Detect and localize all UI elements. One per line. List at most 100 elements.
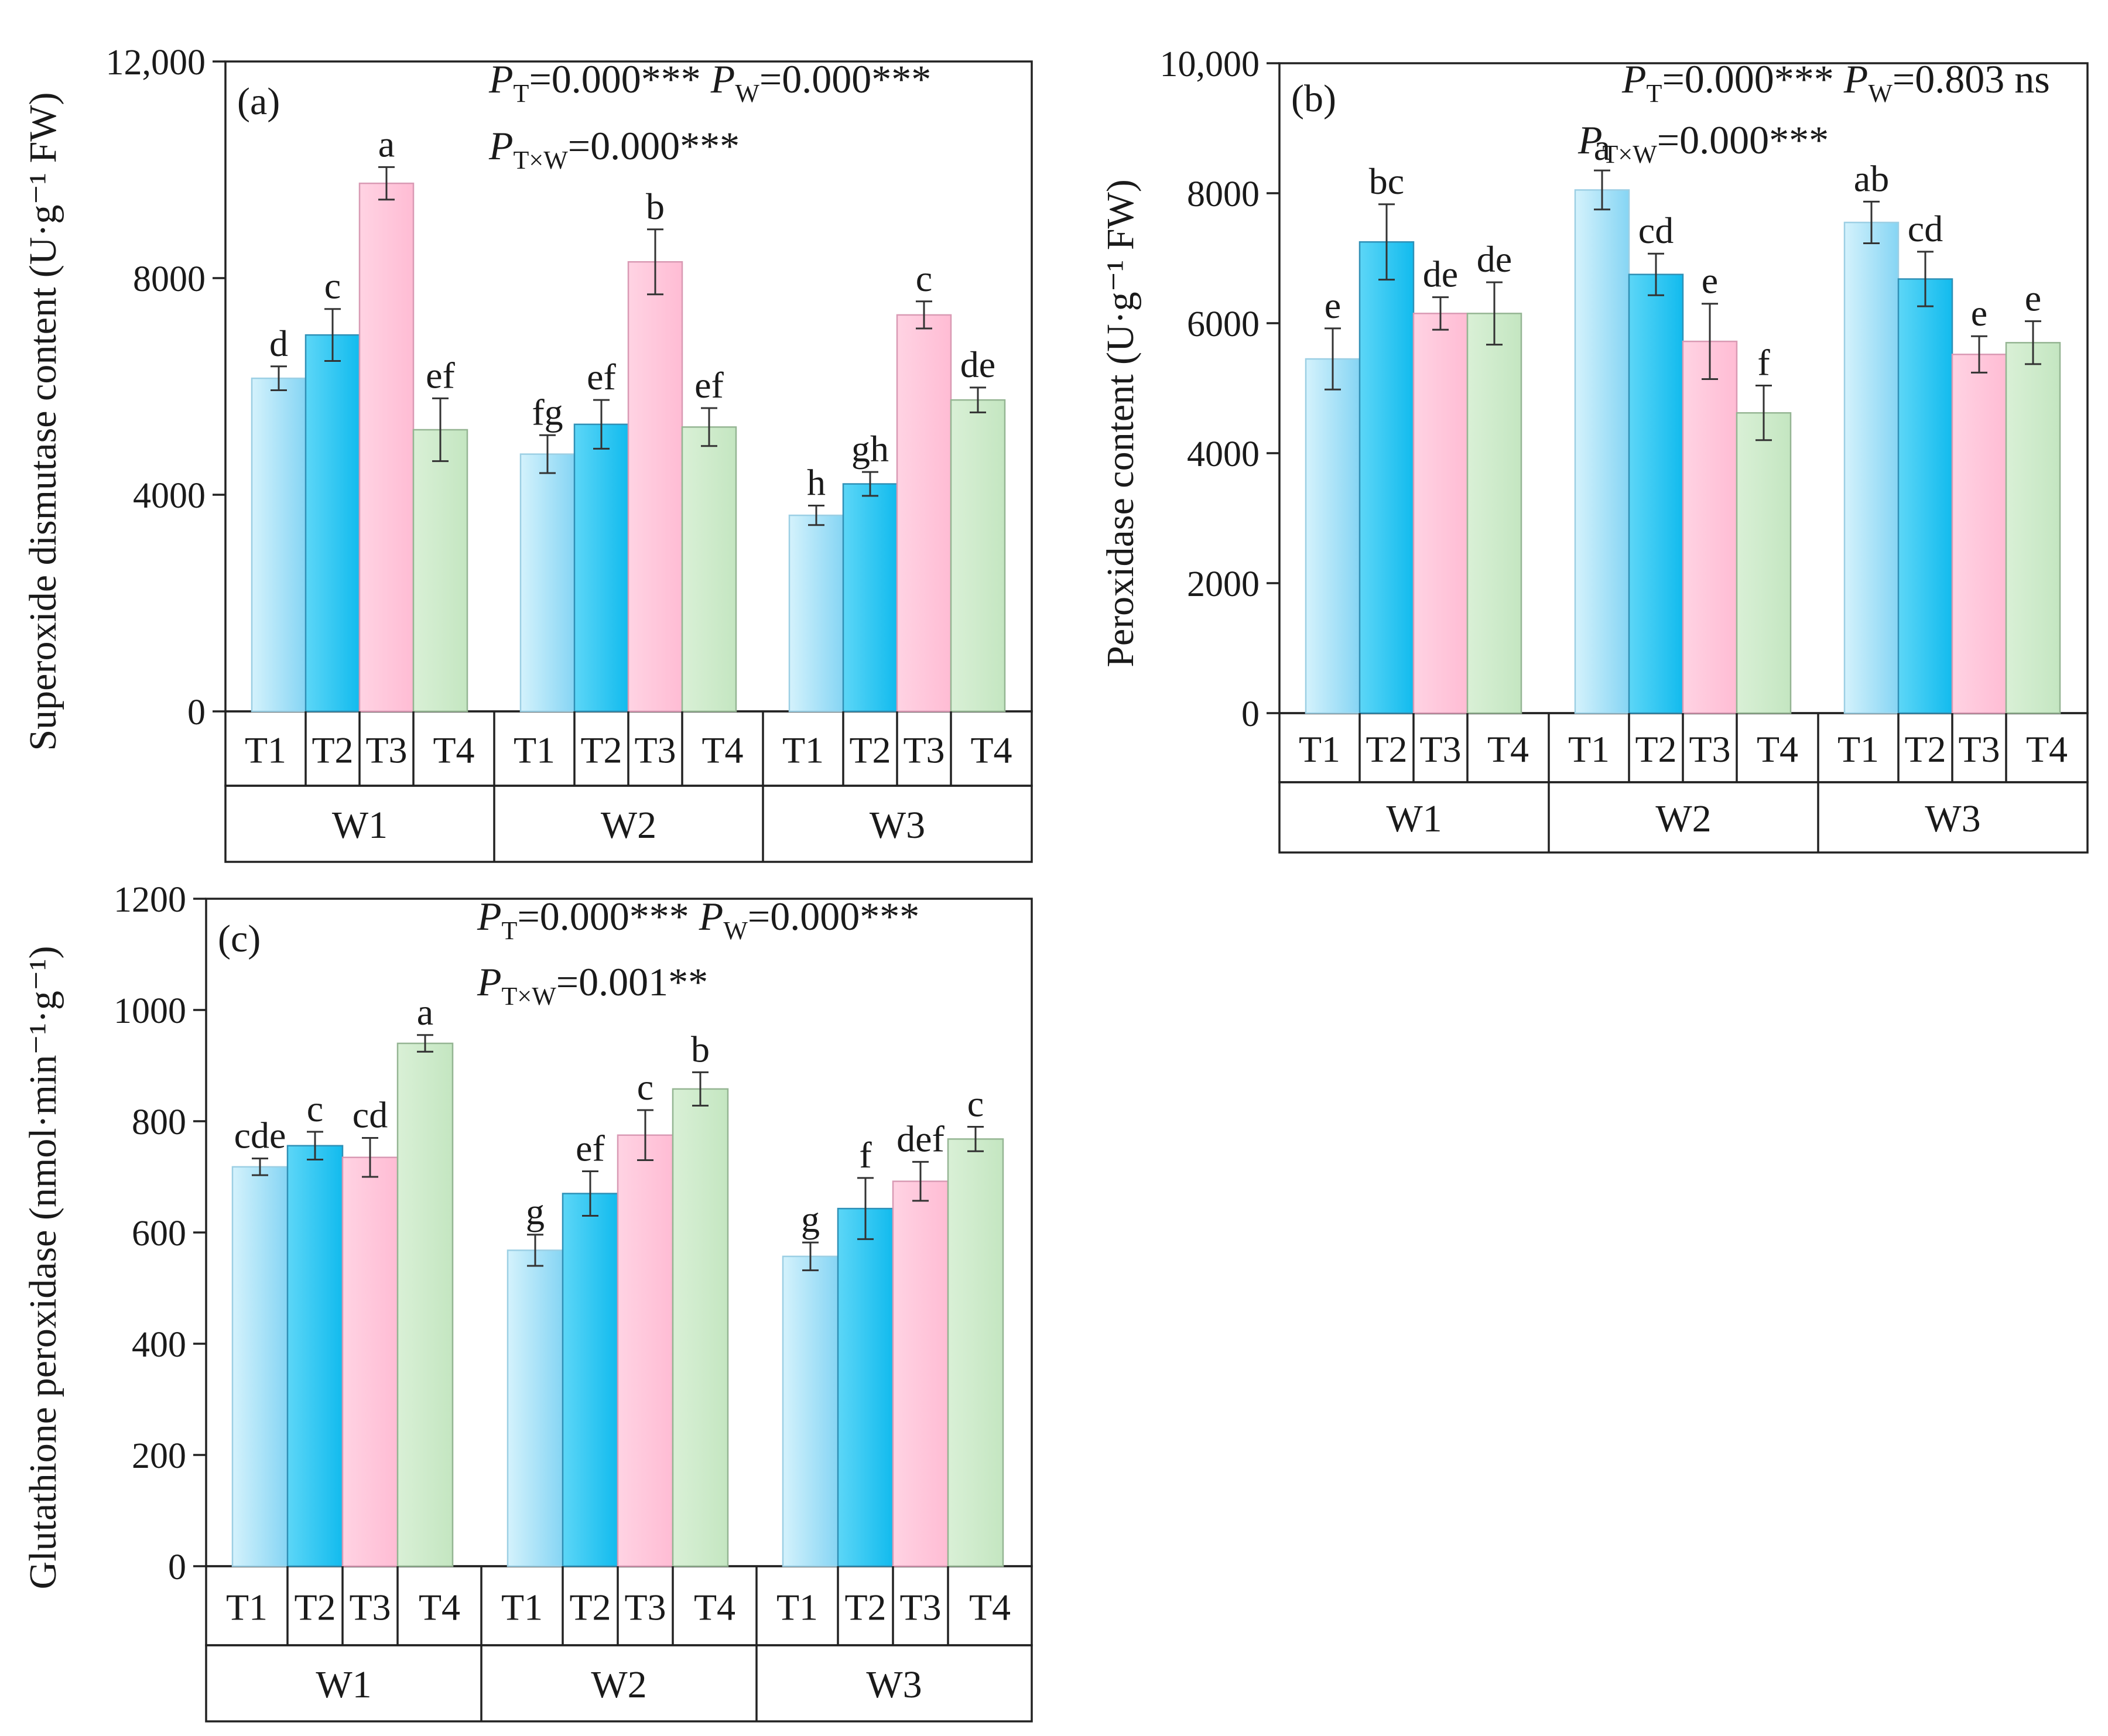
significance-letter-a: de: [960, 344, 995, 385]
x-tick-label-b: T2: [1366, 728, 1407, 770]
significance-letter-a: fg: [532, 391, 563, 433]
x-tick-label-b: T2: [1635, 728, 1676, 770]
stats-text-c: PT=0.000*** PW=0.000***: [477, 894, 919, 945]
stat-p-symbol: P: [477, 960, 502, 1004]
stat-p-symbol: P: [1621, 57, 1647, 101]
stat-p-symbol: P: [1843, 57, 1869, 101]
bar-b-W3-T4: [2005, 342, 2061, 714]
bar-a-W2-T1: [519, 453, 576, 713]
significance-letter-a: c: [324, 265, 341, 307]
significance-letter-a: b: [646, 186, 665, 227]
stat-space: [689, 894, 699, 939]
significance-letter-a: gh: [851, 428, 889, 470]
bar-c-W3-T4: [947, 1138, 1004, 1567]
y-tick-label-c: 600: [132, 1214, 186, 1254]
stat-value: =0.000***: [1662, 57, 1833, 101]
x-tick-label-c: T1: [776, 1587, 818, 1628]
y-axis-label-b: Peroxidase content (U·g⁻¹ FW): [1099, 179, 1142, 667]
group-label-a: W1: [332, 804, 388, 847]
stat-subscript: W: [1868, 79, 1893, 108]
bar-c-W3-T1: [782, 1255, 839, 1567]
significance-letter-b: de: [1477, 238, 1512, 280]
bar-a-W1-T3: [358, 182, 415, 713]
x-tick-label-c: T1: [226, 1587, 268, 1628]
bar-c-W3-T3: [892, 1180, 949, 1567]
x-tick-label-a: T4: [433, 730, 474, 771]
significance-letter-c: a: [417, 991, 433, 1033]
stats-text-c: PT×W=0.001**: [477, 960, 708, 1011]
y-tick-label-b: 0: [1241, 694, 1260, 734]
y-tick-label-a: 0: [187, 693, 206, 732]
bar-b-W1-T2: [1358, 241, 1415, 714]
x-tick-label-a: T1: [245, 730, 286, 771]
x-tick-label-c: T1: [501, 1587, 543, 1628]
bar-c-W1-T1: [231, 1166, 289, 1567]
stat-subscript: W: [723, 916, 748, 945]
bar-a-W3-T3: [896, 314, 952, 713]
x-tick-label-b: T4: [2026, 728, 2068, 770]
stat-p-symbol: P: [488, 57, 514, 101]
bar-c-W1-T3: [341, 1156, 399, 1567]
x-tick-label-a: T2: [580, 730, 622, 771]
x-tick-label-a: T3: [365, 730, 407, 771]
y-tick-label-a: 4000: [133, 476, 206, 516]
stat-space: [1834, 57, 1844, 101]
y-tick-label-c: 1200: [114, 880, 186, 920]
bar-b-W2-T1: [1574, 189, 1630, 714]
stat-subscript: W: [735, 79, 759, 108]
bar-b-W1-T4: [1466, 313, 1522, 714]
x-tick-label-b: T2: [1904, 728, 1946, 770]
bar-b-W2-T2: [1628, 273, 1684, 714]
stat-subscript: T: [502, 916, 518, 945]
significance-letter-b: cd: [1908, 208, 1943, 249]
significance-letter-b: f: [1757, 342, 1770, 384]
panel-b: 0 2000 4000 6000 8000 10,000 Peroxidase conten…: [1099, 44, 2089, 854]
bar-a-W2-T3: [627, 261, 683, 713]
x-tick-label-a: T2: [849, 730, 891, 771]
significance-letter-c: def: [896, 1118, 945, 1159]
significance-letter-a: ef: [426, 354, 455, 396]
bar-b-W3-T2: [1897, 278, 1953, 714]
bar-a-W1-T4: [412, 429, 468, 713]
significance-letter-b: e: [1971, 292, 1987, 334]
y-axis-label-c: Glutathione peroxidase (nmol·min⁻¹·g⁻¹): [22, 946, 64, 1590]
significance-letter-c: g: [801, 1199, 820, 1240]
group-label-b: W1: [1386, 797, 1442, 840]
significance-letter-c: cde: [234, 1115, 286, 1156]
bar-c-W2-T1: [507, 1249, 564, 1567]
bar-a-W3-T1: [788, 514, 844, 713]
group-label-b: W2: [1655, 797, 1711, 840]
bar-a-W2-T2: [573, 423, 629, 713]
bar-b-W1-T3: [1412, 313, 1469, 714]
bar-b-W1-T1: [1305, 358, 1361, 714]
stat-value: =0.000***: [529, 57, 700, 101]
stats-text-a: PT=0.000*** PW=0.000***: [488, 57, 931, 108]
stat-value: =0.000***: [1657, 118, 1829, 162]
bar-a-W1-T1: [251, 377, 307, 713]
significance-letter-c: ef: [576, 1128, 605, 1169]
group-row-frame-c: [205, 1644, 1033, 1723]
significance-letter-c: f: [859, 1134, 872, 1176]
stat-value: =0.803 ns: [1893, 57, 2050, 101]
panel-label-a: (a): [237, 80, 280, 123]
y-tick-label-c: 0: [168, 1547, 186, 1587]
y-tick-label-a: 12,000: [106, 43, 206, 83]
y-tick-label-c: 400: [132, 1325, 186, 1365]
x-tick-label-b: T3: [1419, 728, 1461, 770]
bar-b-W3-T3: [1951, 354, 2007, 714]
group-label-b: W3: [1925, 797, 1980, 840]
significance-letter-a: a: [378, 123, 395, 165]
group-label-c: W1: [316, 1663, 371, 1706]
significance-letter-b: cd: [1638, 210, 1674, 251]
x-tick-label-c: T4: [694, 1587, 735, 1628]
stat-subscript: T×W: [514, 146, 569, 174]
bar-c-W3-T2: [837, 1207, 894, 1567]
significance-letter-c: c: [637, 1066, 653, 1108]
group-label-a: W3: [870, 804, 925, 847]
y-tick-label-c: 1000: [114, 991, 186, 1031]
y-tick-label-b: 10,000: [1160, 44, 1260, 84]
significance-letter-b: bc: [1369, 160, 1404, 202]
x-tick-label-b: T3: [1958, 728, 2000, 770]
x-tick-label-a: T2: [312, 730, 353, 771]
